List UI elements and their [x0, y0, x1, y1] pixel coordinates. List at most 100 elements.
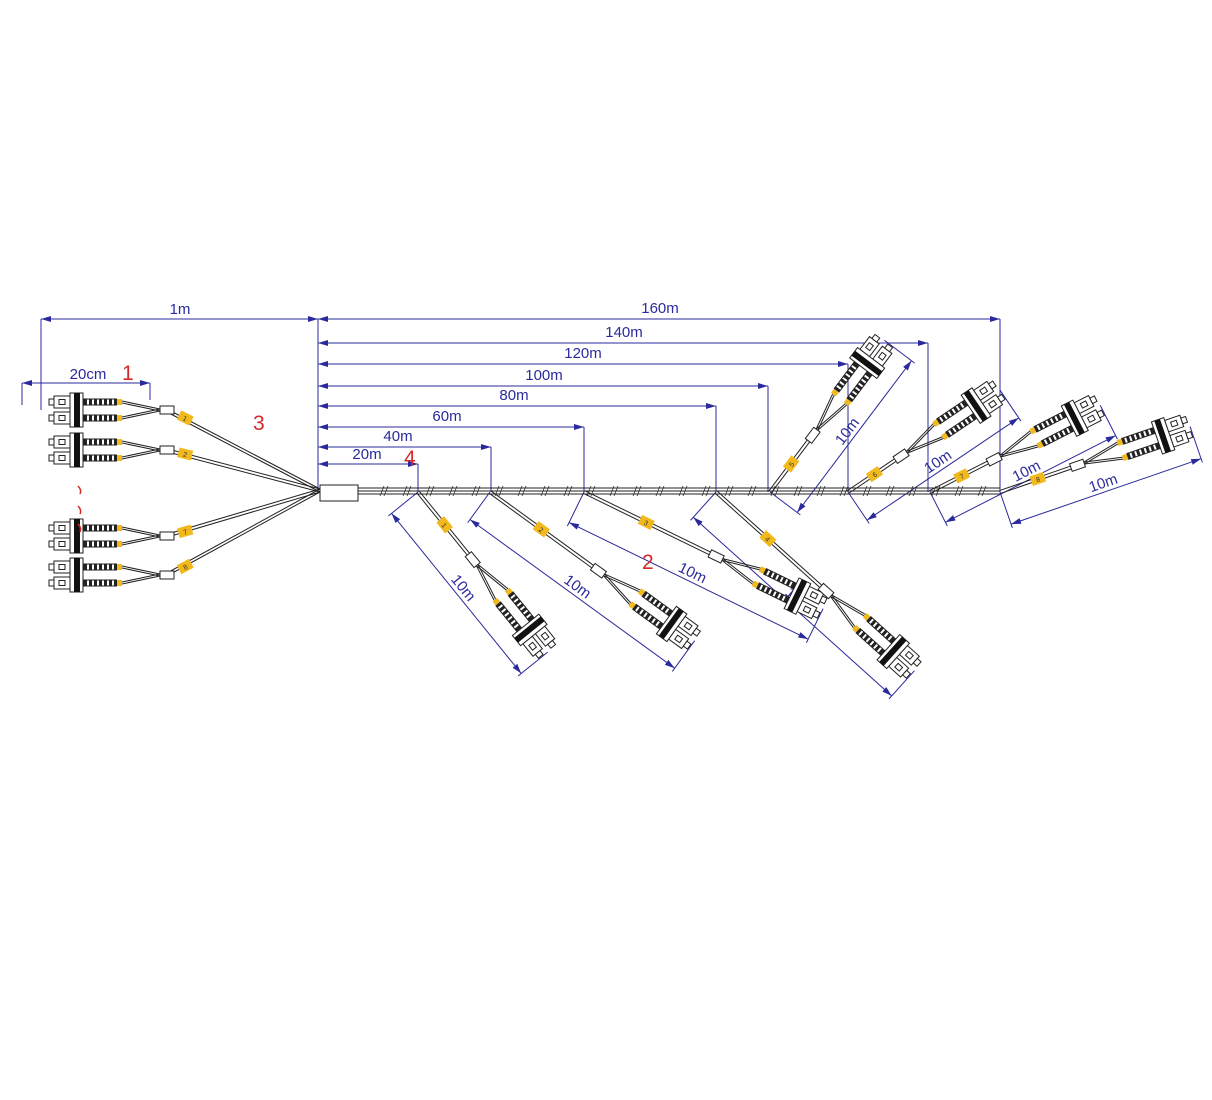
trunk-hatch [632, 485, 642, 497]
marker [117, 525, 122, 531]
fiber-tag-label: 7 [959, 473, 966, 481]
strain-relief [83, 454, 117, 462]
annotation-3: 3 [253, 412, 265, 435]
ferrule [534, 649, 544, 659]
extension-line [888, 670, 915, 700]
breakout-boot [1068, 458, 1087, 473]
label-120m: 120m [564, 345, 602, 362]
sc-duplex-connector [707, 549, 828, 620]
strain-relief [866, 615, 897, 644]
label-160m: 160m [641, 300, 679, 317]
label-100m: 100m [525, 367, 563, 384]
strain-relief [83, 414, 117, 422]
breakout-boot [804, 426, 821, 444]
marker [492, 597, 501, 606]
breakout-boot [159, 445, 175, 455]
marker [637, 588, 646, 597]
marker [932, 419, 940, 427]
fanout-leg [165, 488, 321, 574]
label-60m: 60m [432, 408, 461, 425]
strain-relief [83, 563, 117, 571]
annotation-2: 2 [642, 551, 654, 574]
marker [852, 624, 860, 633]
fiber-tag-label: 6 [872, 471, 879, 479]
trunk-hatch [839, 485, 849, 497]
strain-relief [1040, 425, 1075, 447]
marker [1029, 426, 1037, 435]
label-20cm: 20cm [70, 366, 107, 383]
trunk-hatch [448, 485, 458, 497]
sc-duplex-connector [589, 562, 702, 650]
annotation-4: 4 [404, 447, 416, 470]
trunk-hatch [747, 485, 757, 497]
fanout-leg [165, 408, 321, 490]
continuation-dot [77, 485, 82, 495]
fiber-tag-label: 5 [788, 461, 796, 468]
strain-relief [1033, 410, 1067, 433]
marker [1116, 438, 1124, 446]
marker [1036, 441, 1044, 449]
fiber-tag-label: 8 [183, 564, 190, 572]
marker [862, 612, 871, 621]
marker [831, 388, 839, 397]
fiber-tag: 2 [177, 447, 194, 461]
label-140m: 140m [605, 324, 643, 341]
extension-line [929, 491, 948, 527]
ferrule [996, 393, 1006, 403]
trunk-hatch [517, 485, 527, 497]
extension-line [884, 339, 915, 364]
ferrule [48, 524, 55, 532]
connectors [48, 333, 1194, 679]
strain-relief [83, 438, 117, 446]
fiber-tag-label: 3 [642, 520, 649, 528]
trunk-hatch [678, 485, 688, 497]
breakout-boot [464, 550, 481, 569]
strain-relief [855, 627, 886, 656]
ferrule [884, 343, 894, 353]
fiber-tag-label: 2 [182, 452, 188, 460]
continuation-dot [77, 523, 82, 533]
strain-relief [833, 361, 860, 393]
trunk-hatch [862, 485, 872, 497]
ferrule [48, 579, 55, 587]
extension-line [769, 491, 801, 516]
sc-duplex-connector [985, 394, 1105, 467]
fiber-tag: 7 [953, 468, 971, 484]
trunk-hatch [908, 485, 918, 497]
marker [117, 455, 122, 461]
breakout-boot [707, 549, 725, 564]
fiber-tag-label: 2 [537, 527, 544, 535]
trunk-hatch [402, 485, 412, 497]
extension-line [671, 640, 696, 672]
sc-duplex-connector [48, 518, 175, 554]
fiber-tag: 7 [177, 524, 194, 539]
fiber-tag: 8 [176, 558, 194, 575]
strain-relief [1121, 427, 1156, 445]
fiber-tag-label: 1 [440, 522, 448, 530]
fanout-leg [165, 411, 321, 493]
fiber-tag-label: 8 [1035, 476, 1041, 484]
strain-relief [756, 582, 790, 604]
fiber-tag: 1 [436, 516, 453, 534]
extension-line [847, 491, 870, 524]
sc-duplex-connector [1068, 414, 1194, 473]
strain-relief [936, 399, 969, 425]
ferrule [547, 639, 557, 649]
extension-line [1189, 426, 1203, 463]
dimension-branch-5 [796, 360, 912, 513]
strain-relief [83, 579, 117, 587]
marker [117, 580, 122, 586]
sc-duplex-connector [48, 392, 175, 428]
breakout-boot [159, 531, 175, 541]
ferrule [692, 627, 702, 637]
fiber-tag-label: 7 [183, 529, 189, 537]
trunk-hatch [885, 485, 895, 497]
ferrule [901, 669, 912, 679]
ferrule [1096, 409, 1105, 419]
breakout-boot [159, 570, 175, 580]
trunk-hatch [655, 485, 665, 497]
ferrule [48, 438, 55, 446]
trunk-hatch [701, 485, 711, 497]
trunk-hatch [724, 485, 734, 497]
